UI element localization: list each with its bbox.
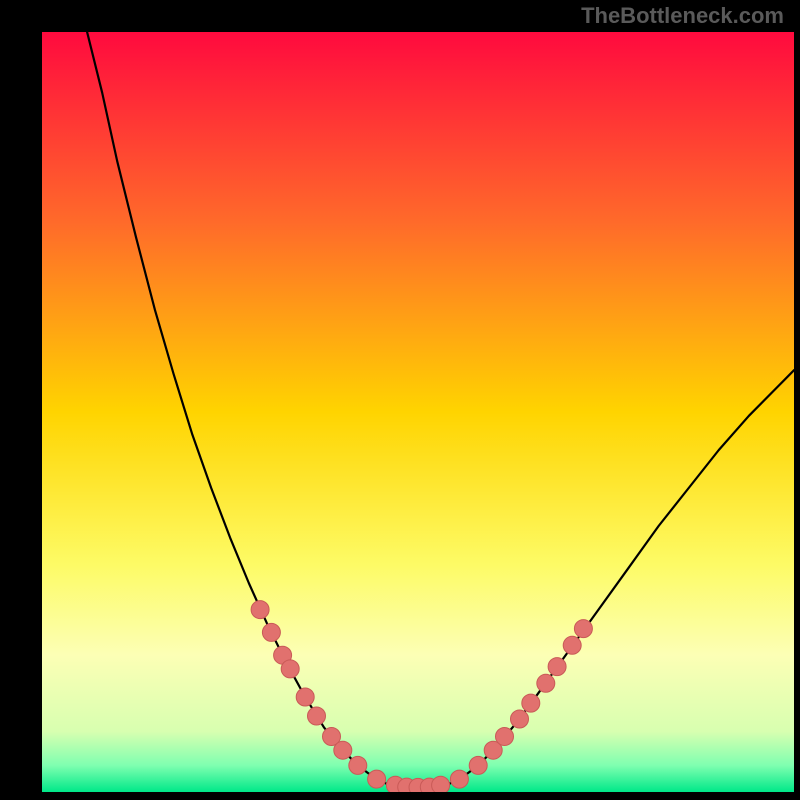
data-marker <box>308 707 326 725</box>
data-marker <box>349 756 367 774</box>
data-marker <box>262 623 280 641</box>
data-marker <box>511 710 529 728</box>
outer-frame: TheBottleneck.com <box>0 0 800 800</box>
data-marker <box>334 741 352 759</box>
data-marker <box>296 688 314 706</box>
plot-area <box>40 30 792 790</box>
data-marker <box>574 620 592 638</box>
data-marker <box>522 694 540 712</box>
data-marker <box>563 636 581 654</box>
data-marker <box>281 660 299 678</box>
data-marker <box>496 728 514 746</box>
data-marker <box>368 770 386 788</box>
data-marker <box>469 756 487 774</box>
data-marker <box>537 674 555 692</box>
chart-svg <box>42 32 794 792</box>
data-marker <box>450 770 468 788</box>
watermark-text: TheBottleneck.com <box>581 3 784 29</box>
data-marker <box>548 658 566 676</box>
data-marker <box>432 776 450 792</box>
data-marker <box>251 601 269 619</box>
